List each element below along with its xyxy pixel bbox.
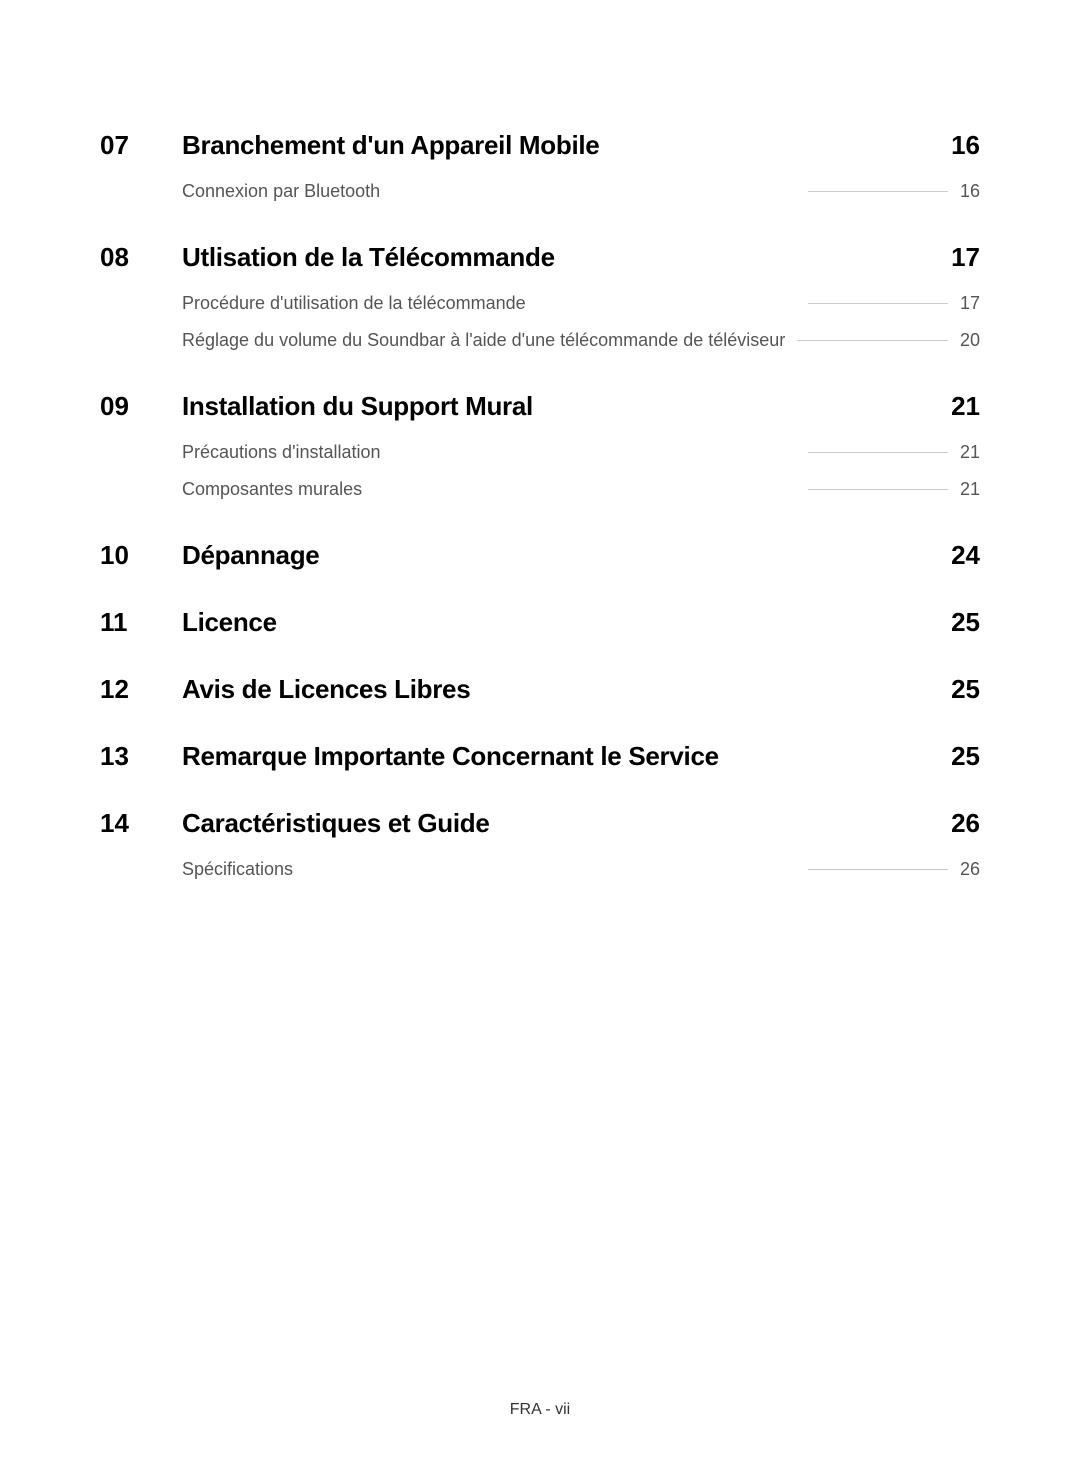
section-header: Dépannage 24 <box>182 540 980 571</box>
section-number: 10 <box>100 540 182 571</box>
section-header: Remarque Importante Concernant le Servic… <box>182 741 980 772</box>
section-content: Avis de Licences Libres 25 <box>182 674 980 705</box>
section-content: Remarque Importante Concernant le Servic… <box>182 741 980 772</box>
section-number: 09 <box>100 391 182 422</box>
sub-item-text: Spécifications <box>182 859 293 880</box>
sub-item-page: 21 <box>960 479 980 500</box>
toc-section: 13 Remarque Importante Concernant le Ser… <box>100 741 980 772</box>
toc-sub-item: Précautions d'installation 21 <box>182 442 980 463</box>
leader-line <box>808 869 948 870</box>
section-content: Branchement d'un Appareil Mobile 16 Conn… <box>182 130 980 218</box>
sub-item-text: Connexion par Bluetooth <box>182 181 380 202</box>
toc-sub-item: Procédure d'utilisation de la télécomman… <box>182 293 980 314</box>
leader-line <box>808 452 948 453</box>
section-title: Caractéristiques et Guide <box>182 808 490 839</box>
section-page: 25 <box>951 607 980 638</box>
toc-section: 08 Utlisation de la Télécommande 17 Proc… <box>100 242 980 367</box>
section-title: Avis de Licences Libres <box>182 674 470 705</box>
table-of-contents: 07 Branchement d'un Appareil Mobile 16 C… <box>100 130 980 896</box>
section-title: Utlisation de la Télécommande <box>182 242 555 273</box>
sub-item-page: 17 <box>960 293 980 314</box>
section-number: 08 <box>100 242 182 273</box>
section-page: 21 <box>951 391 980 422</box>
toc-section: 11 Licence 25 <box>100 607 980 638</box>
section-number: 07 <box>100 130 182 161</box>
section-number: 11 <box>100 607 182 638</box>
toc-sub-item: Composantes murales 21 <box>182 479 980 500</box>
section-header: Avis de Licences Libres 25 <box>182 674 980 705</box>
section-content: Dépannage 24 <box>182 540 980 571</box>
toc-sub-item: Connexion par Bluetooth 16 <box>182 181 980 202</box>
section-page: 24 <box>951 540 980 571</box>
section-content: Installation du Support Mural 21 Précaut… <box>182 391 980 516</box>
section-title: Licence <box>182 607 277 638</box>
toc-section: 12 Avis de Licences Libres 25 <box>100 674 980 705</box>
section-title: Installation du Support Mural <box>182 391 533 422</box>
toc-section: 14 Caractéristiques et Guide 26 Spécific… <box>100 808 980 896</box>
sub-item-text: Procédure d'utilisation de la télécomman… <box>182 293 526 314</box>
leader-line <box>808 489 948 490</box>
section-title: Remarque Importante Concernant le Servic… <box>182 741 719 772</box>
leader-line <box>808 303 948 304</box>
toc-section: 10 Dépannage 24 <box>100 540 980 571</box>
sub-item-page: 26 <box>960 859 980 880</box>
section-title: Branchement d'un Appareil Mobile <box>182 130 599 161</box>
sub-item-text: Réglage du volume du Soundbar à l'aide d… <box>182 330 785 351</box>
section-header: Licence 25 <box>182 607 980 638</box>
sub-item-page: 20 <box>960 330 980 351</box>
section-header: Caractéristiques et Guide 26 <box>182 808 980 839</box>
section-page: 16 <box>951 130 980 161</box>
section-title: Dépannage <box>182 540 319 571</box>
section-number: 12 <box>100 674 182 705</box>
toc-sub-item: Réglage du volume du Soundbar à l'aide d… <box>182 330 980 351</box>
sub-item-text: Précautions d'installation <box>182 442 381 463</box>
section-page: 25 <box>951 741 980 772</box>
section-number: 14 <box>100 808 182 839</box>
section-content: Utlisation de la Télécommande 17 Procédu… <box>182 242 980 367</box>
sub-item-page: 16 <box>960 181 980 202</box>
section-page: 25 <box>951 674 980 705</box>
sub-item-page: 21 <box>960 442 980 463</box>
section-header: Installation du Support Mural 21 <box>182 391 980 422</box>
toc-section: 07 Branchement d'un Appareil Mobile 16 C… <box>100 130 980 218</box>
section-number: 13 <box>100 741 182 772</box>
sub-item-text: Composantes murales <box>182 479 362 500</box>
section-content: Caractéristiques et Guide 26 Spécificati… <box>182 808 980 896</box>
toc-sub-item: Spécifications 26 <box>182 859 980 880</box>
section-page: 17 <box>951 242 980 273</box>
section-content: Licence 25 <box>182 607 980 638</box>
toc-section: 09 Installation du Support Mural 21 Préc… <box>100 391 980 516</box>
section-page: 26 <box>951 808 980 839</box>
leader-line <box>797 340 948 341</box>
section-header: Branchement d'un Appareil Mobile 16 <box>182 130 980 161</box>
section-header: Utlisation de la Télécommande 17 <box>182 242 980 273</box>
page-footer: FRA - vii <box>510 1401 570 1419</box>
leader-line <box>808 191 948 192</box>
